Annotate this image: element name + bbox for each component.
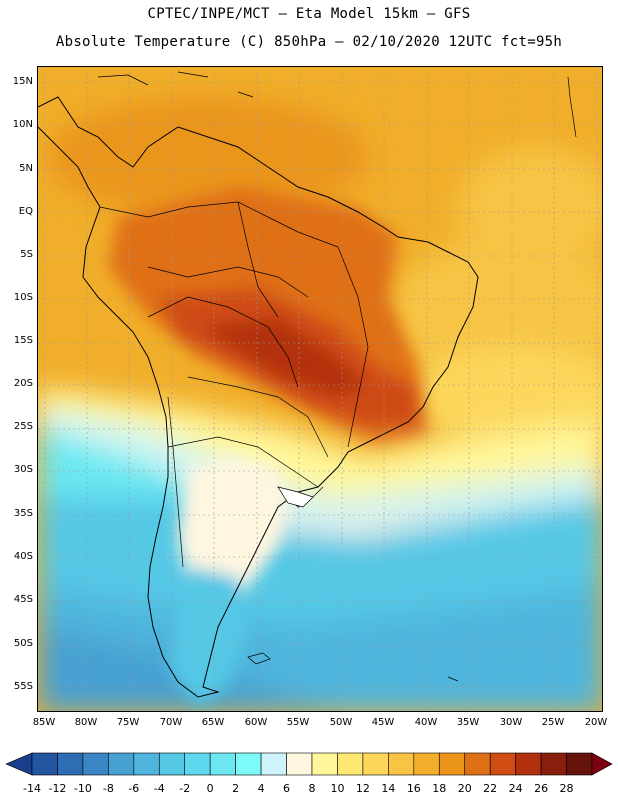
field-atlantic-yellow-north — [458, 147, 602, 267]
temperature-map — [37, 66, 603, 712]
legend-tick-label: 4 — [257, 782, 265, 795]
legend-tick-label: 8 — [308, 782, 316, 795]
lat-label-55s: 55S — [13, 681, 33, 692]
lat-label-eq: EQ — [18, 206, 33, 217]
lon-label-60w: 60W — [244, 717, 268, 728]
legend-swatch — [133, 752, 160, 776]
lon-label-70w: 70W — [159, 717, 183, 728]
legend-swatch — [489, 752, 516, 776]
legend-tick-label: 16 — [406, 782, 421, 795]
legend-tick-label: 24 — [508, 782, 523, 795]
lon-label-35w: 35W — [456, 717, 480, 728]
lat-label-50s: 50S — [13, 638, 33, 649]
lat-label-5s: 5S — [20, 249, 33, 260]
lon-label-25w: 25W — [541, 717, 565, 728]
legend-swatch — [184, 752, 211, 776]
lon-label-75w: 75W — [116, 717, 140, 728]
field-land-cool — [178, 457, 288, 607]
legend-swatch — [286, 752, 313, 776]
legend-swatch — [540, 752, 567, 776]
lat-label-30s: 30S — [13, 464, 33, 475]
lat-label-35s: 35S — [13, 508, 33, 519]
legend-swatch — [438, 752, 466, 776]
legend-swatch — [566, 752, 593, 776]
lat-label-15s: 15S — [13, 335, 33, 346]
legend-tick-label: 12 — [355, 782, 370, 795]
falkland-islands — [247, 652, 271, 665]
lat-label-10s: 10S — [13, 292, 33, 303]
rio-de-la-plata — [277, 486, 314, 508]
legend-swatch — [235, 752, 262, 776]
legend-tick-label: 26 — [534, 782, 549, 795]
legend-tick-label: 18 — [432, 782, 447, 795]
legend-swatch — [31, 752, 58, 776]
lat-label-20s: 20S — [13, 378, 33, 389]
legend-tick-label: 0 — [206, 782, 214, 795]
legend-swatch — [260, 752, 287, 776]
legend-tick-label: -12 — [48, 782, 67, 795]
legend-swatch — [82, 752, 109, 776]
legend-swatch — [158, 752, 186, 776]
legend-swatch — [311, 752, 338, 776]
lat-label-40s: 40S — [13, 551, 33, 562]
legend-tick-label: -2 — [179, 782, 191, 795]
field-warm-north — [48, 97, 368, 217]
legend-swatch — [464, 752, 491, 776]
legend-tick-label: 2 — [232, 782, 240, 795]
legend-tick-label: -6 — [128, 782, 140, 795]
lon-label-80w: 80W — [74, 717, 98, 728]
legend-arrow-low — [5, 752, 33, 776]
legend-swatch — [108, 752, 135, 776]
legend-tick-label: -4 — [153, 782, 165, 795]
field-10-12 — [38, 387, 602, 507]
legend-tick-label: 20 — [457, 782, 472, 795]
lon-label-30w: 30W — [499, 717, 523, 728]
lon-label-85w: 85W — [32, 717, 56, 728]
caribbean-islands — [97, 71, 577, 138]
legend-tick-label: 28 — [559, 782, 574, 795]
south-georgia — [447, 676, 459, 682]
lon-label-55w: 55W — [286, 717, 310, 728]
legend-swatch — [57, 752, 84, 776]
south-america-coastline — [38, 96, 479, 698]
legend-swatch — [337, 752, 364, 776]
legend-tick-label: -8 — [102, 782, 114, 795]
legend-arrow-high — [591, 752, 613, 776]
lat-label-5n: 5N — [19, 163, 33, 174]
lat-label-45s: 45S — [13, 594, 33, 605]
lon-label-20w: 20W — [584, 717, 608, 728]
legend-swatch — [362, 752, 389, 776]
field-patagonia — [168, 567, 248, 707]
legend-tick-label: -14 — [23, 782, 41, 795]
lat-label-25s: 25S — [13, 421, 33, 432]
legend-swatch — [413, 752, 440, 776]
lat-label-15n: 15N — [12, 76, 33, 87]
lon-label-65w: 65W — [201, 717, 225, 728]
legend-swatch — [388, 752, 415, 776]
lon-label-45w: 45W — [371, 717, 395, 728]
lat-label-10n: 10N — [12, 119, 33, 130]
country-borders — [99, 201, 369, 568]
graticule — [38, 67, 602, 711]
legend-swatch — [209, 752, 236, 776]
map-canvas — [38, 67, 602, 711]
legend-tick-label: -10 — [73, 782, 92, 795]
map-title-line1: CPTEC/INPE/MCT – Eta Model 15km – GFS — [147, 6, 471, 22]
lon-label-40w: 40W — [414, 717, 438, 728]
field-atlantic-lightyellow — [408, 347, 602, 447]
color-legend-bar — [5, 752, 613, 776]
legend-tick-label: 10 — [330, 782, 345, 795]
legend-swatch — [515, 752, 542, 776]
legend-tick-label: 22 — [483, 782, 498, 795]
legend-tick-label: 14 — [381, 782, 396, 795]
lon-label-50w: 50W — [329, 717, 353, 728]
legend-tick-label: 6 — [283, 782, 291, 795]
field-0-2 — [38, 427, 208, 497]
map-title-line2: Absolute Temperature (C) 850hPa – 02/10/… — [55, 34, 563, 50]
field-26-28 — [198, 317, 368, 397]
